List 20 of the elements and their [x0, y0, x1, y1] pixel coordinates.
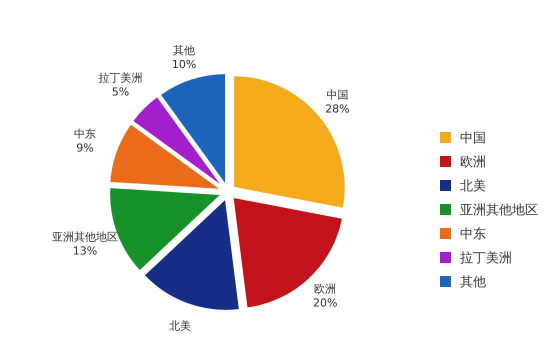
legend-label: 拉丁美洲: [460, 250, 512, 266]
slice-label: 拉丁美洲: [98, 72, 143, 85]
legend-label: 其他: [460, 275, 486, 290]
data-label: 5%: [112, 86, 130, 99]
slice-label: 欧洲: [314, 282, 336, 296]
slice-label: 中东: [74, 128, 96, 141]
data-label: 10%: [172, 58, 196, 71]
legend-label: 欧洲: [460, 155, 486, 170]
slice-label: 北美: [168, 320, 191, 333]
data-label: 9%: [76, 142, 94, 155]
slice-label: 中国: [326, 88, 348, 102]
legend-label: 亚洲其他地区: [460, 203, 538, 218]
slice-label: 其他: [173, 44, 196, 57]
legend-label: 北美: [460, 178, 486, 194]
slice-label: 亚洲其他地区: [52, 230, 118, 244]
legend-label: 中东: [460, 227, 486, 242]
data-label: 13%: [72, 244, 98, 258]
data-label: 28%: [325, 102, 350, 116]
legend-label: 中国: [460, 131, 486, 146]
data-label: 20%: [312, 296, 338, 310]
